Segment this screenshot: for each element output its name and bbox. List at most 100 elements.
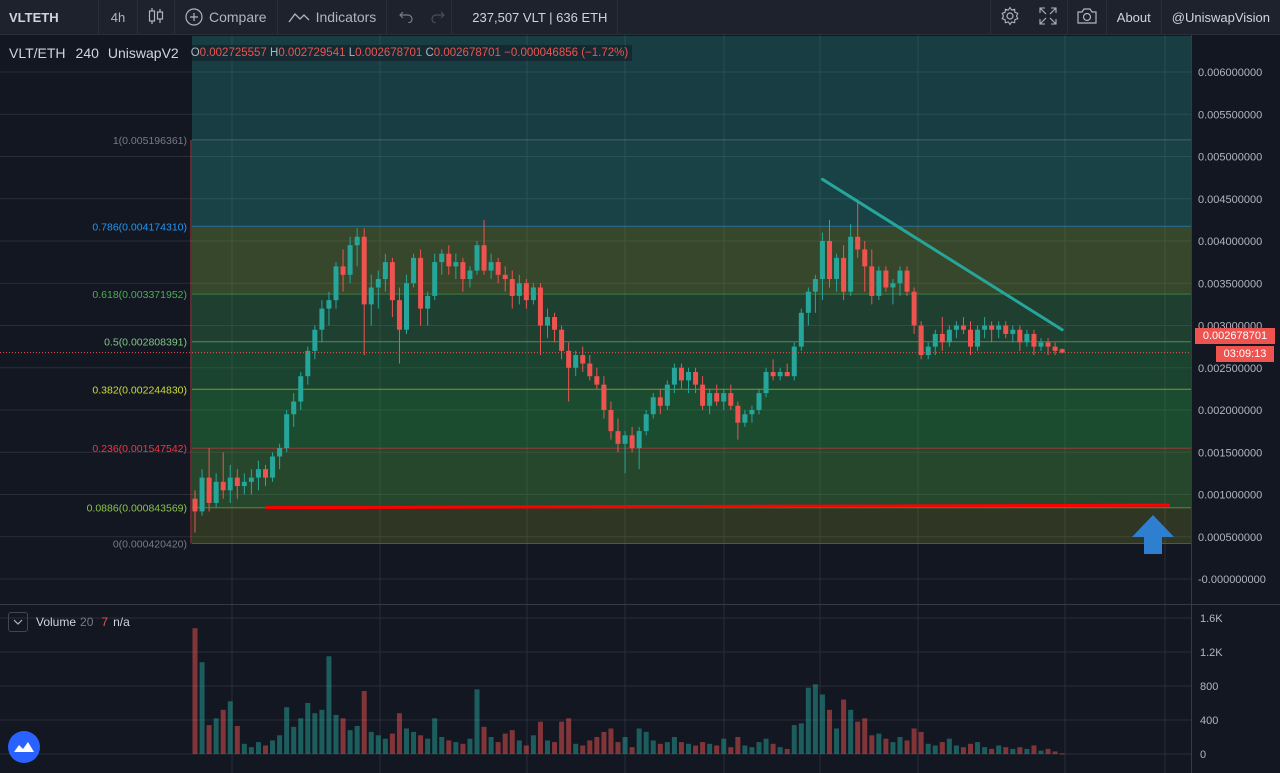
candle-body (763, 371, 769, 394)
settings-button[interactable] (991, 0, 1029, 34)
indicators-button[interactable]: Indicators (278, 0, 387, 34)
volume-legend: Volume 20 7 n/a (8, 612, 130, 632)
volume-bar (389, 733, 395, 754)
candle-body (742, 414, 748, 423)
candle-body (855, 236, 861, 250)
volume-bar (1059, 753, 1065, 755)
candle-body (255, 469, 261, 478)
candle-body (657, 397, 663, 406)
volume-bar (523, 745, 529, 754)
candle-body (798, 312, 804, 347)
volume-bar (763, 738, 769, 754)
candle-body (326, 300, 332, 309)
fib-zone (192, 448, 1191, 508)
interval-button[interactable]: 4h (110, 9, 126, 25)
candle-body (728, 393, 734, 406)
candle-body (1003, 325, 1009, 334)
candle-body (220, 481, 226, 491)
symbol-search[interactable]: VLTETH (9, 9, 59, 25)
volume-bar (918, 731, 924, 754)
candle-body (241, 481, 247, 487)
candle-body (975, 329, 981, 347)
candle-body (361, 236, 367, 305)
volume-bar (495, 742, 501, 754)
candle-body (862, 249, 868, 267)
price-axis-tick: 0.003500000 (1198, 278, 1262, 290)
volume-bar (248, 747, 254, 754)
volume-bar (678, 742, 684, 754)
candle-body (312, 329, 318, 351)
volume-bar (298, 718, 304, 754)
volume-bar (982, 747, 988, 754)
volume-bar (742, 745, 748, 754)
volume-bar (869, 735, 875, 754)
fib-zone (192, 139, 1191, 227)
volume-bar (714, 745, 720, 754)
candle-body (939, 333, 945, 343)
volume-bar (446, 740, 452, 754)
fullscreen-button[interactable] (1029, 0, 1067, 34)
volume-bar (418, 735, 424, 754)
candle-body (960, 325, 966, 330)
candle-body (298, 376, 304, 402)
drawings[interactable] (0, 177, 1191, 554)
volume-ma-value: n/a (113, 615, 130, 629)
candle-body (509, 279, 515, 296)
volume-bar (1010, 748, 1016, 754)
candle-body (389, 262, 395, 301)
compare-button[interactable]: Compare (175, 0, 277, 34)
volume-bar (263, 745, 268, 754)
fibonacci-retracement[interactable]: 1(0.005196361) 0.786(0.004174310) 0.618(0.… (87, 36, 1191, 550)
volume-axis-tick: 1.2K (1200, 647, 1223, 659)
candle-body (354, 236, 360, 246)
candle-body (573, 355, 579, 368)
candle-body (1010, 329, 1016, 334)
volume-bar (375, 735, 381, 754)
candle-body (1045, 342, 1051, 347)
legend-ohlc-values: O0.002725557 H0.002729541 L0.002678701 C… (186, 45, 633, 61)
candle-body (982, 325, 988, 330)
volume-bar (530, 735, 536, 754)
about-link[interactable]: About (1116, 9, 1151, 25)
fib-zone (192, 389, 1191, 449)
price-axis[interactable]: 0.006000000 0.005500000 0.005000000 0.00450… (1198, 67, 1266, 761)
chart-type-button[interactable] (138, 0, 174, 34)
snapshot-button[interactable] (1068, 0, 1106, 34)
fib-zone (192, 507, 1191, 544)
volume-bar (368, 731, 374, 754)
volume-bar (989, 748, 995, 754)
candle-body (248, 477, 254, 482)
candle-body (883, 270, 889, 288)
price-axis-tick: 0.002000000 (1198, 405, 1262, 417)
undo-button[interactable] (387, 0, 425, 34)
candle-body (263, 469, 268, 478)
fib-level-label: 0.5(0.002808391) (104, 337, 187, 349)
tradingview-logo-icon[interactable] (8, 731, 40, 763)
candle-body (284, 414, 290, 449)
candle-body (368, 287, 374, 305)
chevron-down-icon[interactable] (8, 612, 28, 632)
volume-bar (819, 694, 825, 754)
volume-bar (615, 742, 621, 754)
fib-level-label: 0.786(0.004174310) (92, 221, 187, 233)
price-axis-tick: 0.006000000 (1198, 67, 1262, 79)
volume-bar (827, 709, 832, 754)
toolbar-right-group: About @UniswapVision (989, 0, 1280, 34)
candle-body (566, 350, 572, 368)
volume-bar (1017, 747, 1023, 754)
volume-bar (488, 737, 494, 754)
candle-body (396, 300, 402, 330)
volume-bar (975, 742, 981, 754)
candle-body (643, 414, 649, 432)
candle-body (1017, 329, 1023, 343)
volume-bar (770, 743, 776, 754)
candle-body (622, 435, 628, 444)
fib-level-label: 0.236(0.001547542) (92, 443, 187, 455)
volume-bar (890, 742, 896, 754)
user-handle[interactable]: @UniswapVision (1171, 9, 1270, 25)
redo-button[interactable] (425, 0, 451, 34)
candle-body (523, 283, 529, 301)
fib-zone (192, 226, 1191, 295)
fib-level-label: 0.382(0.002244830) (92, 384, 187, 396)
